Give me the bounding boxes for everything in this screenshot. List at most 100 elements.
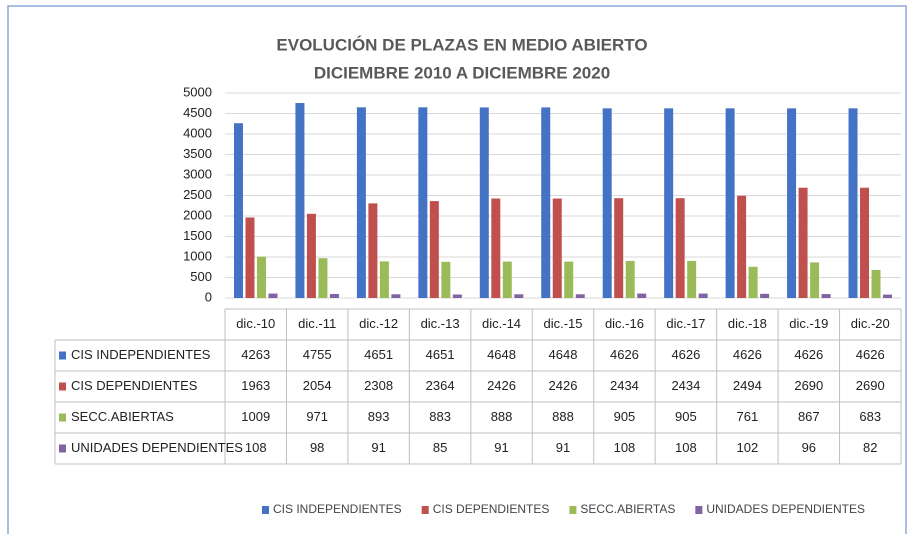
- legend-key: [569, 506, 577, 514]
- bar: [368, 203, 378, 298]
- legend-label: CIS INDEPENDIENTES: [273, 502, 402, 516]
- table-value: 91: [371, 440, 385, 455]
- table-value: 102: [737, 440, 759, 455]
- bar: [883, 294, 893, 298]
- bar: [675, 198, 685, 298]
- table-value: 2364: [426, 378, 455, 393]
- table-legend-key: [59, 382, 66, 391]
- table-value: 85: [433, 440, 447, 455]
- bar: [306, 213, 316, 298]
- table-value: 4648: [549, 347, 578, 362]
- bar: [502, 261, 512, 298]
- y-tick-label: 500: [190, 269, 212, 284]
- table-legend-key: [59, 413, 66, 422]
- table-value: 2434: [671, 378, 700, 393]
- bar: [379, 261, 389, 298]
- table-value: 905: [614, 409, 636, 424]
- legend-key: [695, 506, 703, 514]
- table-value: 905: [675, 409, 697, 424]
- bar: [848, 108, 858, 298]
- x-tick-label: dic.-12: [359, 316, 398, 331]
- bar: [441, 261, 451, 298]
- bar: [564, 261, 574, 298]
- y-tick-label: 1000: [183, 248, 212, 263]
- table-value: 108: [675, 440, 697, 455]
- bar: [491, 198, 501, 298]
- bar: [737, 195, 747, 298]
- table-legend-key: [59, 351, 66, 360]
- table-value: 761: [737, 409, 759, 424]
- table-value: 4626: [610, 347, 639, 362]
- bar: [541, 107, 551, 298]
- y-tick-label: 2500: [183, 187, 212, 202]
- table-value: 683: [859, 409, 881, 424]
- y-tick-label: 4000: [183, 125, 212, 140]
- bar: [625, 260, 635, 298]
- bar: [798, 187, 808, 298]
- x-tick-label: dic.-10: [236, 316, 275, 331]
- table-value: 1009: [241, 409, 270, 424]
- y-tick-label: 1500: [183, 228, 212, 243]
- table-value: 4648: [487, 347, 516, 362]
- table-value: 108: [614, 440, 636, 455]
- bar: [637, 293, 647, 298]
- bar: [391, 294, 401, 298]
- table-series-label: CIS DEPENDIENTES: [71, 378, 198, 393]
- y-tick-label: 0: [205, 289, 212, 304]
- bar: [356, 107, 366, 299]
- x-tick-label: dic.-18: [728, 316, 767, 331]
- table-value: 4626: [733, 347, 762, 362]
- table-value: 2434: [610, 378, 639, 393]
- bar: [514, 294, 524, 298]
- x-tick-label: dic.-16: [605, 316, 644, 331]
- table-value: 971: [306, 409, 328, 424]
- x-tick-label: dic.-19: [789, 316, 828, 331]
- bar: [552, 198, 562, 298]
- table-value: 4651: [426, 347, 455, 362]
- chart-title: EVOLUCIÓN DE PLAZAS EN MEDIO ABIERTO: [276, 35, 647, 54]
- table-value: 4626: [671, 347, 700, 362]
- table-value: 82: [863, 440, 877, 455]
- table-value: 98: [310, 440, 324, 455]
- table-value: 2308: [364, 378, 393, 393]
- legend-label: SECC.ABIERTAS: [580, 502, 675, 516]
- table-value: 2054: [303, 378, 332, 393]
- table-value: 2690: [856, 378, 885, 393]
- bar: [329, 293, 339, 298]
- y-tick-label: 2000: [183, 207, 212, 222]
- y-tick-label: 3500: [183, 146, 212, 161]
- x-tick-label: dic.-14: [482, 316, 521, 331]
- bar: [760, 293, 770, 298]
- y-tick-label: 4500: [183, 105, 212, 120]
- bar: [698, 293, 708, 298]
- table-value: 91: [556, 440, 570, 455]
- bar: [429, 201, 439, 298]
- table-value: 893: [368, 409, 390, 424]
- bar: [318, 258, 328, 298]
- bar: [575, 294, 585, 298]
- table-value: 4263: [241, 347, 270, 362]
- table-value: 888: [552, 409, 574, 424]
- bar: [687, 260, 697, 298]
- bar: [787, 108, 797, 298]
- legend-key: [262, 506, 269, 514]
- bar: [452, 294, 462, 298]
- table-legend-key: [59, 444, 66, 453]
- bar: [256, 256, 266, 298]
- table-value: 96: [802, 440, 816, 455]
- x-tick-label: dic.-20: [851, 316, 890, 331]
- bar: [418, 107, 428, 299]
- x-tick-label: dic.-17: [666, 316, 705, 331]
- frame: [7, 5, 907, 534]
- bar: [860, 187, 870, 298]
- table-value: 2426: [487, 378, 516, 393]
- bar: [748, 266, 758, 298]
- bar: [479, 107, 489, 298]
- bar: [821, 294, 831, 298]
- x-tick-label: dic.-13: [421, 316, 460, 331]
- bar: [810, 262, 820, 298]
- bar: [664, 108, 674, 298]
- legend-label: CIS DEPENDIENTES: [433, 502, 550, 516]
- bar: [871, 269, 881, 298]
